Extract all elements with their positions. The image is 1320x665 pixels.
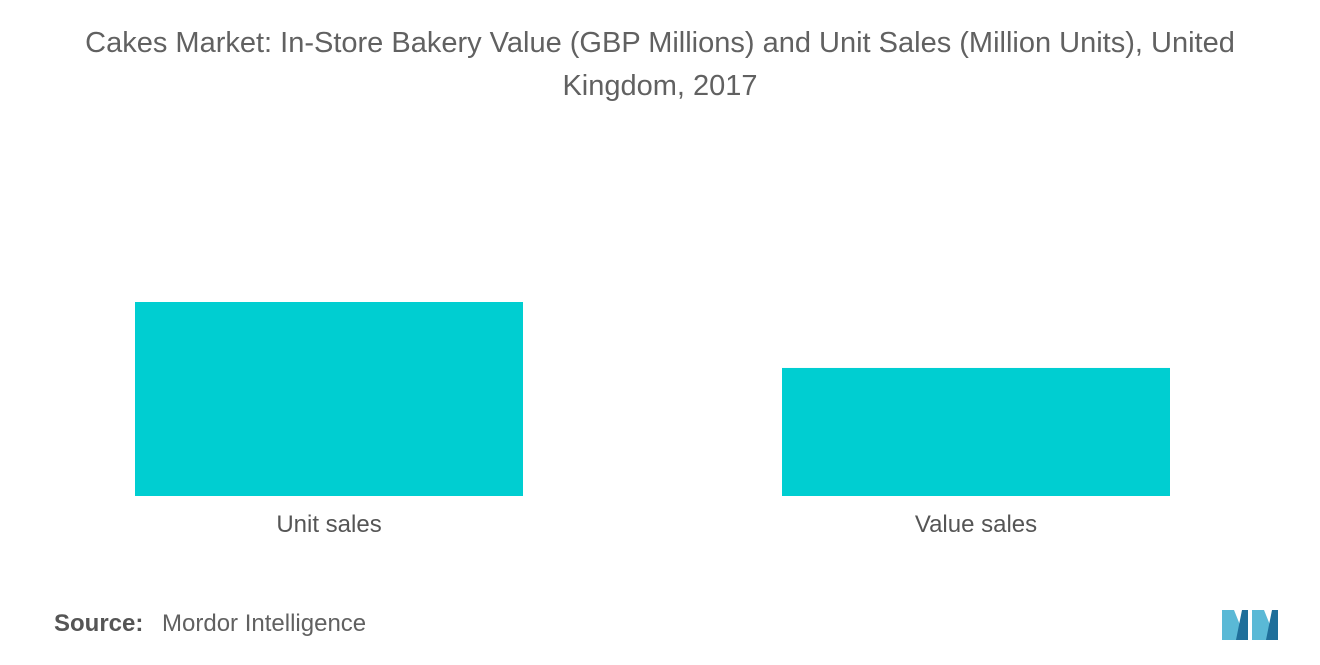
bar-value-sales bbox=[782, 367, 1170, 496]
category-label: Value sales bbox=[915, 511, 1037, 538]
category-labels: Unit sales Value sales bbox=[276, 511, 1037, 538]
source-note: Source: Mordor Intelligence bbox=[54, 610, 366, 638]
bar-unit-sales bbox=[135, 302, 523, 496]
bars-layer bbox=[135, 302, 1170, 496]
mordor-intelligence-logo-icon bbox=[1222, 610, 1278, 640]
bar-chart: Unit sales Value sales bbox=[135, 302, 1170, 538]
source-label: Source: bbox=[54, 610, 144, 637]
category-label: Unit sales bbox=[276, 511, 381, 538]
source-text: Mordor Intelligence bbox=[162, 610, 367, 637]
chart-title: Cakes Market: In-Store Bakery Value (GBP… bbox=[85, 27, 1235, 102]
